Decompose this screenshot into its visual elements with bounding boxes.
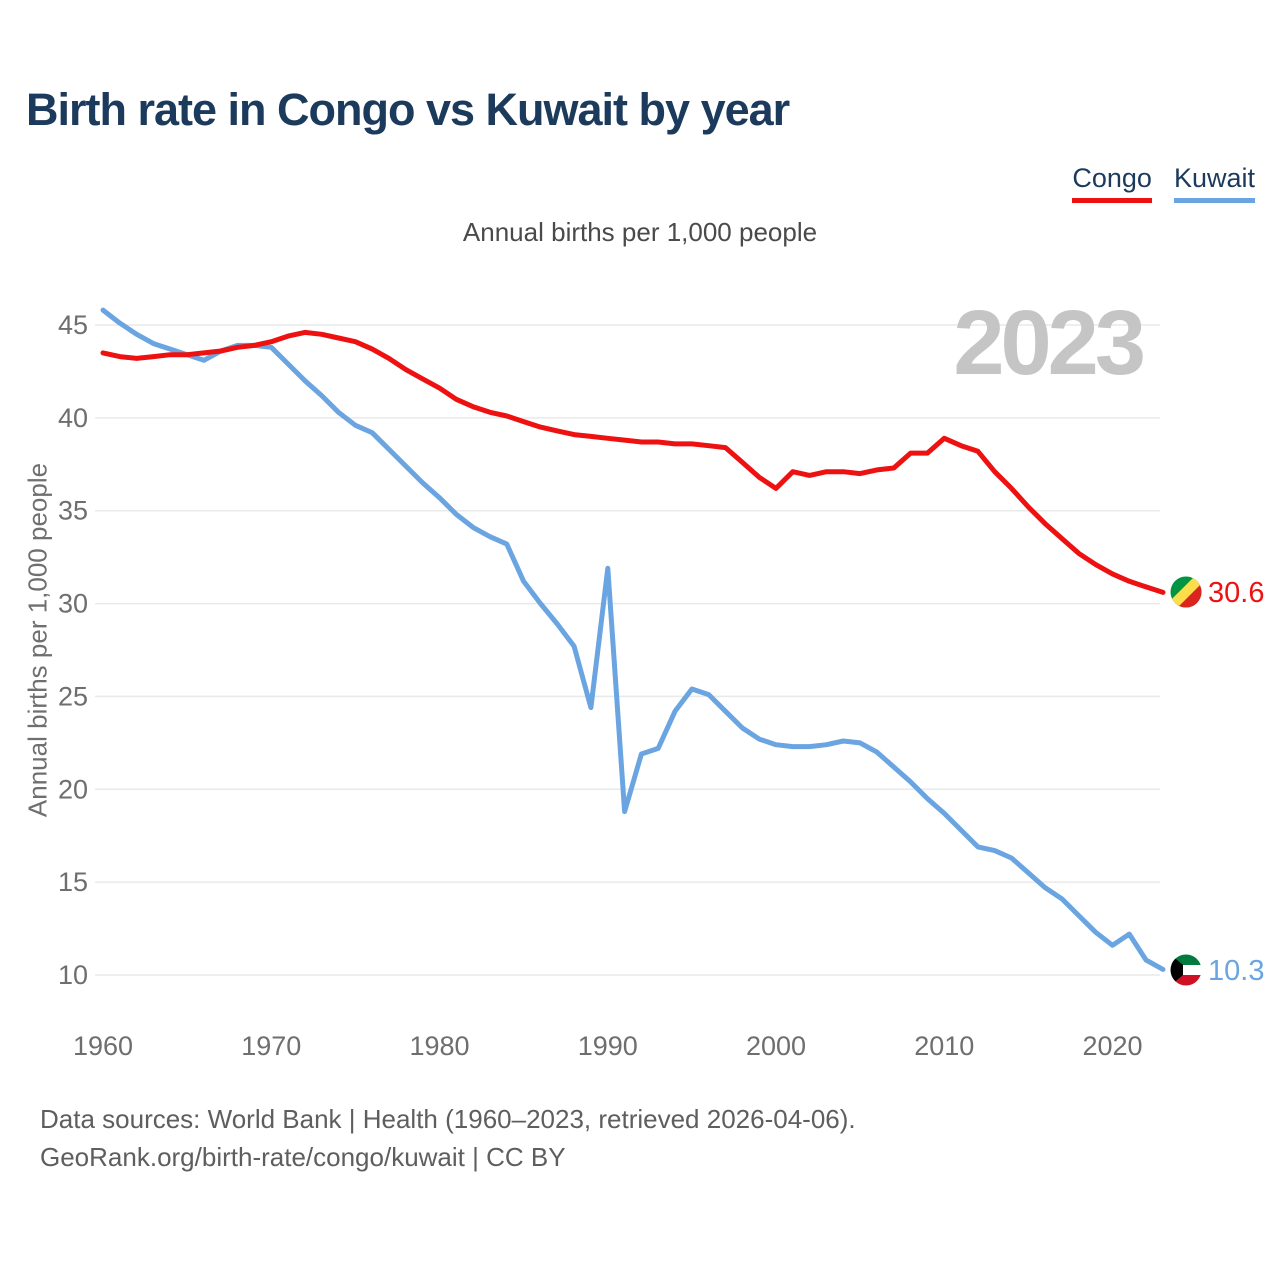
x-tick-label: 1960 <box>73 1031 133 1061</box>
legend: Congo Kuwait <box>1072 163 1255 203</box>
y-axis-title: Annual births per 1,000 people <box>22 462 53 818</box>
x-tick-label: 1970 <box>241 1031 301 1061</box>
x-tick-label: 2010 <box>914 1031 974 1061</box>
congo-line <box>100 329 1166 595</box>
y-tick-label: 10 <box>58 960 88 990</box>
chart-subtitle: Annual births per 1,000 people <box>462 217 818 247</box>
y-tick-label: 25 <box>58 681 88 711</box>
watermark-year: 2023 <box>953 292 1142 394</box>
series-lines <box>100 307 1166 972</box>
x-tick-label: 1990 <box>578 1031 638 1061</box>
y-tick-label: 30 <box>58 589 88 619</box>
kuwait-line <box>100 307 1166 972</box>
y-tick-label: 45 <box>58 310 88 340</box>
gridlines <box>95 324 1160 976</box>
y-tick-label: 20 <box>58 774 88 804</box>
chart-title: Birth rate in Congo vs Kuwait by year <box>26 84 790 135</box>
y-axis-ticks: 45 40 35 30 25 20 15 10 <box>58 310 88 990</box>
x-tick-label: 1980 <box>409 1031 469 1061</box>
x-axis-ticks: 1960 1970 1980 1990 2000 2010 2020 <box>73 1031 1143 1061</box>
kuwait-flag-icon <box>1170 954 1202 986</box>
x-tick-label: 2020 <box>1082 1031 1142 1061</box>
footer-line-1: Data sources: World Bank | Health (1960–… <box>40 1104 856 1134</box>
footer-attribution: Data sources: World Bank | Health (1960–… <box>40 1100 856 1176</box>
x-tick-label: 2000 <box>746 1031 806 1061</box>
y-tick-label: 15 <box>58 867 88 897</box>
congo-end-value-label: 30.6 <box>1208 577 1264 609</box>
kuwait-end-value-label: 10.3 <box>1208 955 1264 987</box>
y-tick-label: 35 <box>58 496 88 526</box>
footer-line-2: GeoRank.org/birth-rate/congo/kuwait | CC… <box>40 1142 566 1172</box>
congo-flag-icon <box>1170 576 1202 608</box>
y-tick-label: 40 <box>58 403 88 433</box>
legend-item-kuwait[interactable]: Kuwait <box>1173 163 1255 203</box>
legend-item-congo[interactable]: Congo <box>1072 163 1152 203</box>
